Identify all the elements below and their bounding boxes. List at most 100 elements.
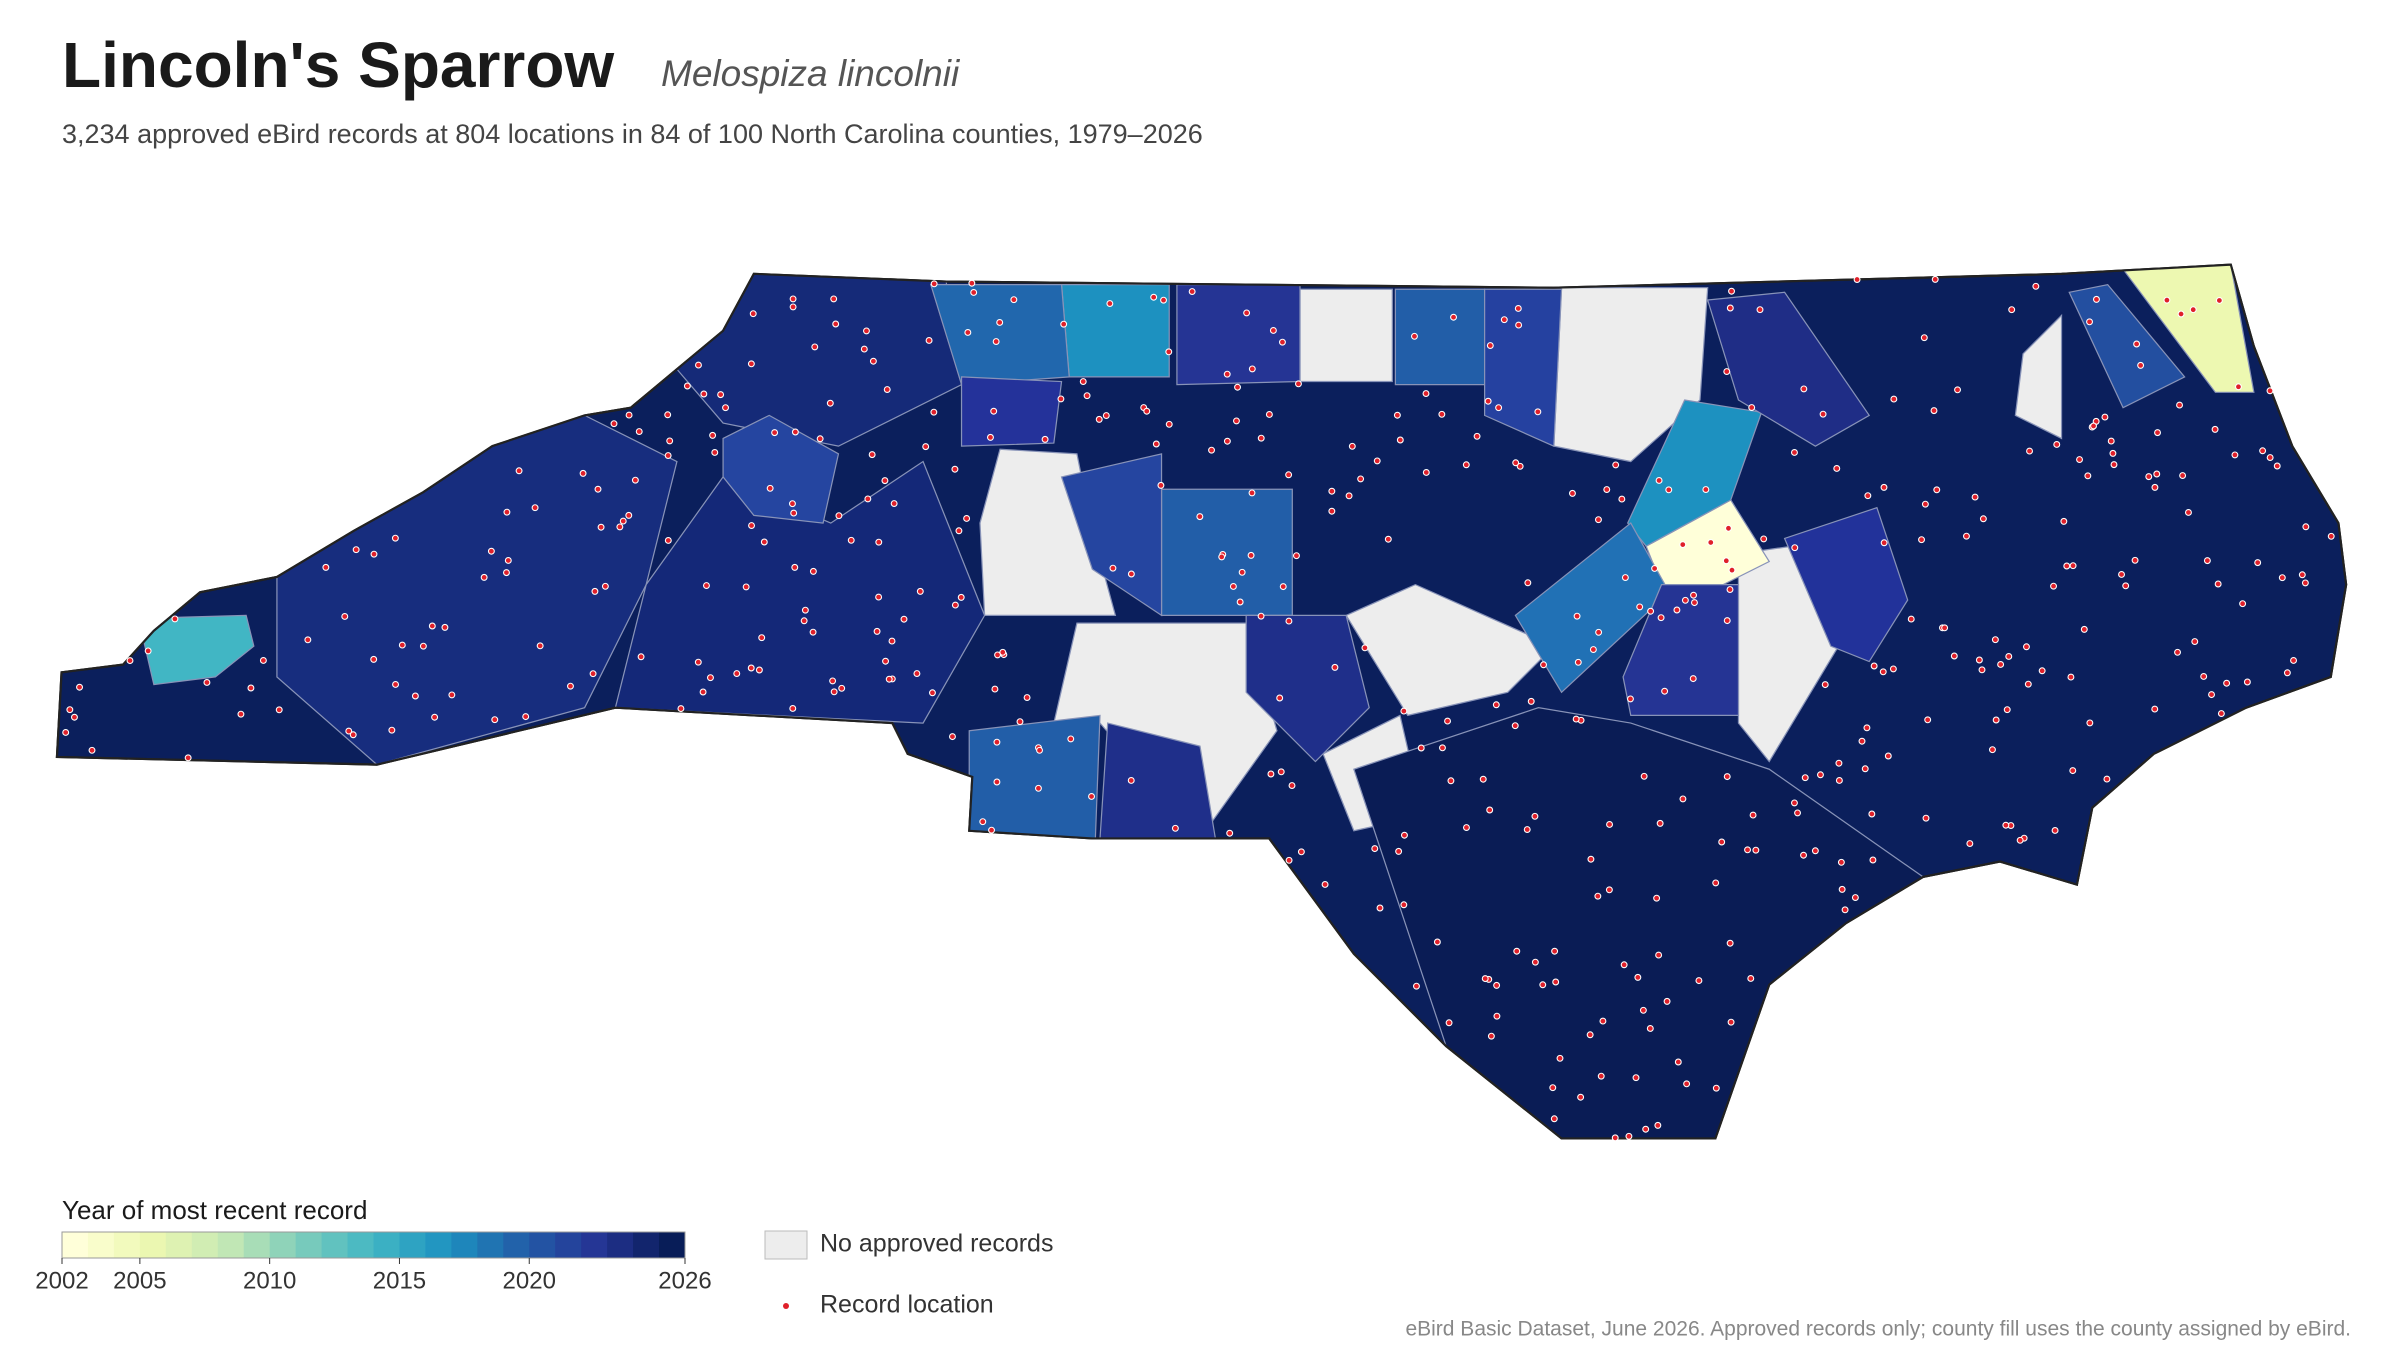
record-dot [1516,462,1524,470]
record-dot [1634,973,1642,981]
record-dot [1552,978,1560,986]
record-dot [2154,429,2161,437]
record-dot [388,726,396,734]
record-dot [1218,553,1226,561]
record-dot [830,688,838,696]
record-dot [1683,1080,1691,1088]
record-dot [1088,792,1095,800]
record-dot [992,338,1000,345]
record-dot [888,637,896,645]
record-dot [1400,831,1408,839]
record-dot [531,504,539,512]
record-dot [1484,397,1492,405]
record-dot [1863,724,1871,732]
record-dot [1515,321,1523,329]
record-dot [1747,974,1755,982]
record-dot [1941,624,1949,632]
record-dot [2137,361,2145,369]
record-dot [345,727,353,735]
colorbar-step [399,1232,426,1258]
record-dot [702,582,710,589]
record-dot [955,527,963,535]
record-dot [838,684,846,692]
record-dot [881,477,889,485]
record-dot [1679,541,1687,549]
record-dot [1568,489,1576,497]
record-dot [1661,687,1669,695]
record-dot [677,705,685,713]
record-dot [1277,768,1285,776]
colorbar-step [503,1232,530,1258]
record-dot [875,593,883,601]
record-dot [991,685,999,693]
record-dot [809,567,817,575]
record-dot [1223,437,1231,445]
record-dot [1625,1132,1633,1140]
record-dot [1276,694,1284,702]
record-dot [1851,894,1859,901]
record-dot [1651,564,1659,572]
record-dot [1196,513,1204,521]
record-dot [1988,746,1996,754]
record-dot [1513,947,1521,955]
record-dot [1962,532,1970,540]
record-dot [1595,628,1603,636]
record-location-swatch [783,1303,789,1309]
record-dot [237,710,245,718]
record-dot [922,443,930,451]
record-dot [126,657,134,665]
record-dot [809,628,817,636]
colorbar-step [87,1232,115,1258]
record-dot [683,382,691,390]
record-dot [1690,591,1697,599]
record-dot [882,657,889,665]
record-dot [1269,326,1277,334]
record-dot [1632,1074,1640,1082]
record-dot [694,658,702,666]
record-dot [1728,566,1736,574]
record-dot [1920,334,1928,342]
record-dot [1473,432,1481,440]
record-dot [2189,306,2197,314]
record-dot [1165,420,1173,428]
record-dot [2122,582,2130,590]
record-dot [788,500,796,508]
record-dot [2278,574,2286,582]
record-dot [171,615,179,623]
record-dot [1712,879,1720,887]
colorbar-step [477,1232,504,1258]
record-dot [1294,380,1302,388]
record-dot [1371,845,1379,853]
record-dot [1966,840,1974,847]
record-dot [370,655,378,663]
colorbar-step [321,1232,349,1258]
record-dot [1930,407,1938,415]
record-dot [789,295,797,303]
record-dot [304,636,312,644]
county [968,714,1101,840]
record-dot [1531,958,1539,966]
record-dot [1023,694,1031,701]
record-dot [1689,675,1697,683]
county [137,614,255,686]
colorbar-step [529,1232,556,1258]
record-dot [951,465,959,473]
record-dot [1655,476,1663,484]
record-dot [2002,821,2010,829]
record-dot [1712,1084,1720,1092]
county [960,376,1063,447]
record-dot [1879,668,1887,676]
record-dot [2133,340,2141,348]
record-dot [2145,473,2153,481]
record-dot [1726,304,1734,312]
record-dot [1127,776,1135,784]
record-dot [1487,1032,1495,1040]
record-dot [755,666,763,674]
record-dot [1057,395,1065,403]
record-dot [2243,678,2251,686]
record-dot [1400,707,1408,715]
county [1783,506,1909,663]
colorbar-step [555,1232,582,1258]
record-dot [1811,847,1819,855]
record-dot [993,778,1001,786]
